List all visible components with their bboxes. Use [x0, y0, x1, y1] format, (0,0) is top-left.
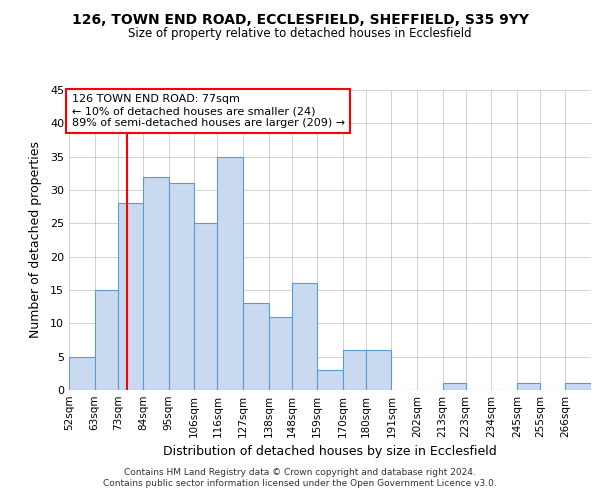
Bar: [143, 176, 169, 390]
Bar: [118, 204, 143, 390]
Bar: [95, 290, 118, 390]
Text: Size of property relative to detached houses in Ecclesfield: Size of property relative to detached ho…: [128, 28, 472, 40]
Bar: [243, 304, 269, 390]
Y-axis label: Number of detached properties: Number of detached properties: [29, 142, 41, 338]
Bar: [292, 284, 317, 390]
Bar: [366, 350, 391, 390]
Text: 126 TOWN END ROAD: 77sqm
← 10% of detached houses are smaller (24)
89% of semi-d: 126 TOWN END ROAD: 77sqm ← 10% of detach…: [71, 94, 345, 128]
Bar: [343, 350, 366, 390]
Bar: [517, 384, 540, 390]
Bar: [443, 384, 466, 390]
Bar: [69, 356, 95, 390]
Bar: [169, 184, 194, 390]
Bar: [194, 224, 217, 390]
Bar: [565, 384, 591, 390]
Bar: [217, 156, 243, 390]
X-axis label: Distribution of detached houses by size in Ecclesfield: Distribution of detached houses by size …: [163, 446, 497, 458]
Text: 126, TOWN END ROAD, ECCLESFIELD, SHEFFIELD, S35 9YY: 126, TOWN END ROAD, ECCLESFIELD, SHEFFIE…: [71, 12, 529, 26]
Text: Contains HM Land Registry data © Crown copyright and database right 2024.
Contai: Contains HM Land Registry data © Crown c…: [103, 468, 497, 487]
Bar: [317, 370, 343, 390]
Bar: [269, 316, 292, 390]
